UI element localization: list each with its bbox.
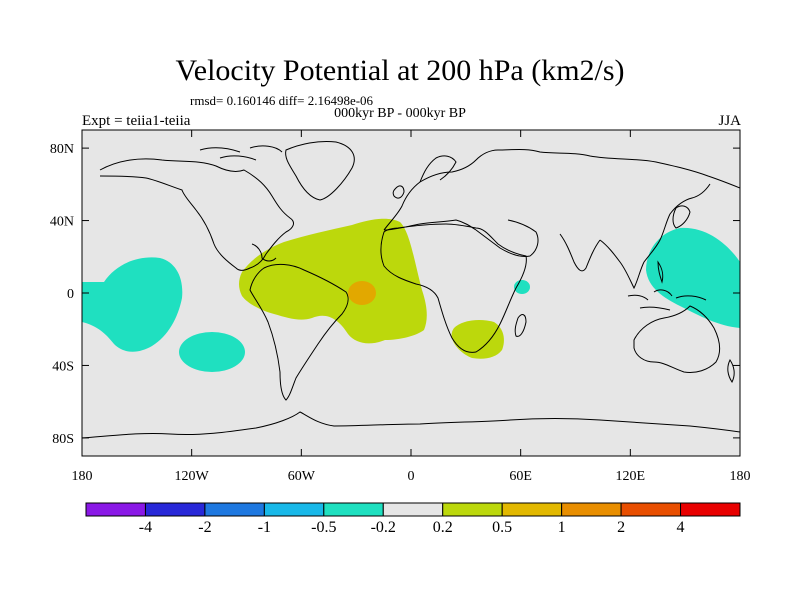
- x-tick-label: 60W: [288, 469, 316, 484]
- rmsd-diff-stats: rmsd= 0.160146 diff= 2.16498e-06: [190, 93, 374, 108]
- scandinavia-coastline: [419, 155, 457, 183]
- indonesia-coastline: [627, 289, 707, 311]
- colorbar-label: 0.2: [432, 519, 453, 536]
- colorbar-box: [204, 502, 265, 517]
- gulf-coastline: [251, 243, 277, 262]
- madagascar-coastline: [514, 314, 527, 337]
- colorbar-box: [144, 502, 206, 517]
- tropical-atlantic-core-region: [348, 281, 376, 305]
- colorbar-label: -2: [198, 519, 212, 536]
- colorbar-box: [620, 502, 682, 517]
- arabia-coastline: [475, 219, 539, 257]
- india-coastline: [559, 233, 601, 272]
- west-pacific-negative-region: [646, 227, 740, 328]
- atlantic-positive-region: [239, 218, 427, 344]
- southern-africa-positive-region: [451, 320, 504, 359]
- central-pacific-negative-region: [82, 257, 183, 352]
- y-tick-label: 40N: [50, 215, 74, 230]
- x-tick-label: 60E: [509, 469, 532, 484]
- x-axis: 180 120W 60W 0 60E 120E 180: [72, 130, 751, 484]
- colorbar-box: [323, 502, 384, 517]
- x-tick-label: 120E: [616, 469, 646, 484]
- colorbar-box: [561, 502, 622, 517]
- colorbar-label: 0.5: [492, 519, 513, 536]
- australia-coastline: [633, 305, 721, 373]
- x-tick-label: 180: [730, 469, 751, 484]
- colorbar-box: [680, 502, 741, 517]
- x-tick-label: 180: [72, 469, 93, 484]
- east-asia-coastline: [599, 183, 711, 290]
- coastlines: [82, 141, 740, 439]
- anomaly-layer: [82, 218, 740, 372]
- europe-coastline: [383, 149, 740, 231]
- colorbar-label: 1: [557, 519, 566, 536]
- colorbar-box: [501, 502, 563, 517]
- y-tick-label: 80N: [50, 142, 74, 157]
- japan-coastline: [672, 205, 691, 229]
- south-america-coastline: [249, 263, 349, 401]
- time-period-label: 000kyr BP - 000kyr BP: [334, 106, 466, 121]
- arctic-islands-coastline: [199, 145, 283, 161]
- colorbar-box: [263, 502, 325, 517]
- philippines-coastline: [657, 260, 664, 284]
- colorbar: [85, 502, 741, 517]
- antarctica-coastline: [82, 411, 740, 439]
- africa-coastline: [380, 223, 527, 353]
- x-tick-label: 120W: [175, 469, 210, 484]
- greenland-coastline: [285, 141, 355, 201]
- experiment-label: Expt = teiia1-teiia: [82, 113, 191, 129]
- y-tick-label: 80S: [52, 432, 74, 447]
- plot-title: Velocity Potential at 200 hPa (km2/s): [175, 54, 625, 87]
- y-axis: 80N 40N 0 40S 80S: [50, 142, 740, 447]
- north-america-coastline: [99, 158, 294, 271]
- colorbar-label: -0.2: [370, 519, 396, 536]
- colorbar-label: 2: [617, 519, 626, 536]
- x-tick-label: 0: [408, 469, 415, 484]
- indian-ocean-negative-region: [514, 280, 530, 294]
- south-pacific-negative-region: [179, 332, 245, 372]
- colorbar-label: -4: [138, 519, 153, 536]
- colorbar-label: -1: [257, 519, 272, 536]
- colorbar-label: -0.5: [311, 519, 337, 536]
- british-isles-coastline: [392, 185, 405, 199]
- colorbar-label: 4: [676, 519, 685, 536]
- y-tick-label: 0: [67, 287, 74, 302]
- y-tick-label: 40S: [52, 359, 74, 374]
- colorbar-box: [442, 502, 503, 517]
- colorbar-box: [382, 502, 444, 517]
- season-label: JJA: [718, 113, 741, 129]
- colorbar-box: [85, 502, 146, 517]
- new-zealand-coastline: [727, 359, 735, 383]
